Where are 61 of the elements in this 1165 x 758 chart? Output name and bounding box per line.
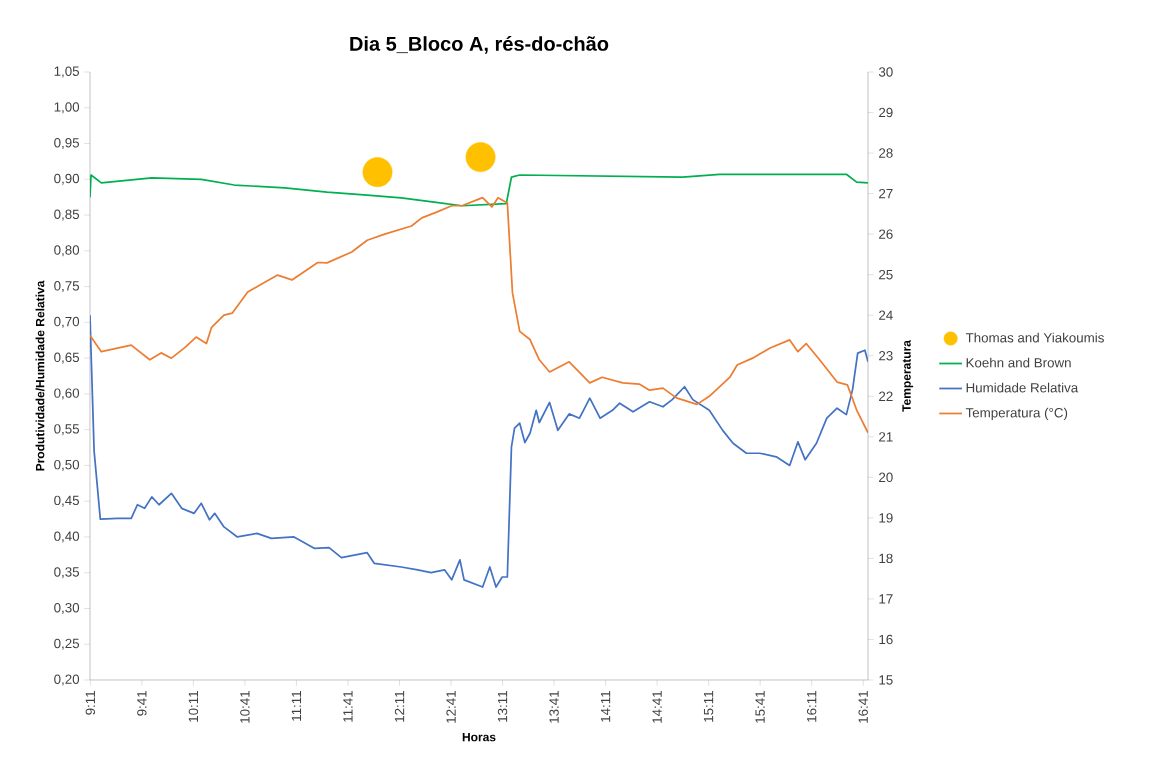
legend-label: Thomas and Yiakoumis xyxy=(965,332,1104,343)
x-axis-title: Horas xyxy=(462,732,496,742)
chart-title: Dia 5_Bloco A, rés-do-chão xyxy=(350,36,609,54)
x-tick-label: 9:11 xyxy=(85,691,96,715)
x-tick-label: 11:11 xyxy=(291,691,302,721)
y-tick-label: 0,75 xyxy=(54,281,80,293)
y-tick-label: 0,95 xyxy=(54,138,80,150)
x-tick-label: 15:41 xyxy=(755,691,765,723)
y-tick-label: 0,30 xyxy=(54,602,80,614)
y-tick-label: 1,05 xyxy=(54,66,80,78)
y-tick-label: 0,85 xyxy=(54,209,80,221)
legend-label: Humidade Relativa xyxy=(966,382,1079,393)
line-series xyxy=(90,196,868,434)
y-tick-label: 0,20 xyxy=(54,674,80,686)
y2-tick-label: 18 xyxy=(879,553,893,564)
y2-tick-label: 15 xyxy=(879,675,893,685)
y2-tick-label: 26 xyxy=(879,229,893,239)
y-tick-label: 0,65 xyxy=(54,352,80,364)
y-tick-label: 0,90 xyxy=(54,173,80,185)
y2-tick-label: 25 xyxy=(879,269,893,280)
y2-tick-label: 17 xyxy=(879,594,893,604)
y2-tick-label: 19 xyxy=(879,513,893,523)
x-tick-label: 10:11 xyxy=(188,691,199,722)
y-tick-label: 0,80 xyxy=(54,245,80,257)
y2-tick-label: 28 xyxy=(879,148,893,158)
y2-tick-label: 23 xyxy=(879,351,893,361)
line-series xyxy=(90,314,868,588)
y-tick-label: 0,35 xyxy=(54,567,80,579)
x-tick-label: 12:11 xyxy=(394,691,405,722)
y2-tick-label: 16 xyxy=(879,634,893,645)
y2-axis-title: Temperatura xyxy=(902,340,914,412)
legend-label: Koehn and Brown xyxy=(966,357,1071,368)
x-tick-label: 9:41 xyxy=(137,691,147,716)
y-tick-label: 0,60 xyxy=(54,388,80,400)
y-tick-label: 0,45 xyxy=(54,495,80,507)
y-tick-label: 1,00 xyxy=(54,102,80,114)
x-tick-label: 16:41 xyxy=(858,691,868,723)
x-tick-label: 16:11 xyxy=(806,691,817,722)
x-tick-label: 15:11 xyxy=(703,691,714,722)
y2-tick-label: 21 xyxy=(879,432,893,442)
y-axis-title: Produtividade/Humidade Relativa xyxy=(35,280,45,471)
y2-tick-label: 29 xyxy=(879,107,893,118)
y-tick-label: 0,50 xyxy=(54,459,80,471)
x-tick-label: 13:11 xyxy=(497,691,508,722)
y-tick-label: 0,55 xyxy=(54,424,80,436)
x-tick-label: 14:41 xyxy=(652,691,662,723)
x-tick-label: 13:41 xyxy=(549,691,559,723)
y-tick-label: 0,40 xyxy=(54,531,80,543)
y-tick-label: 0,25 xyxy=(54,638,80,650)
line-series xyxy=(90,173,868,207)
x-tick-label: 14:11 xyxy=(600,691,611,722)
x-tick-label: 12:41 xyxy=(446,691,456,723)
y2-tick-label: 30 xyxy=(878,67,893,77)
legend-label: Temperatura (°C) xyxy=(965,407,1068,421)
y2-tick-label: 20 xyxy=(879,472,893,483)
x-tick-label: 10:41 xyxy=(240,691,250,723)
x-tick-label: 11:41 xyxy=(343,691,353,722)
y2-tick-label: 22 xyxy=(879,391,893,401)
y2-tick-label: 27 xyxy=(879,188,893,199)
y-tick-label: 0,70 xyxy=(54,316,80,328)
y2-tick-label: 24 xyxy=(879,310,893,320)
